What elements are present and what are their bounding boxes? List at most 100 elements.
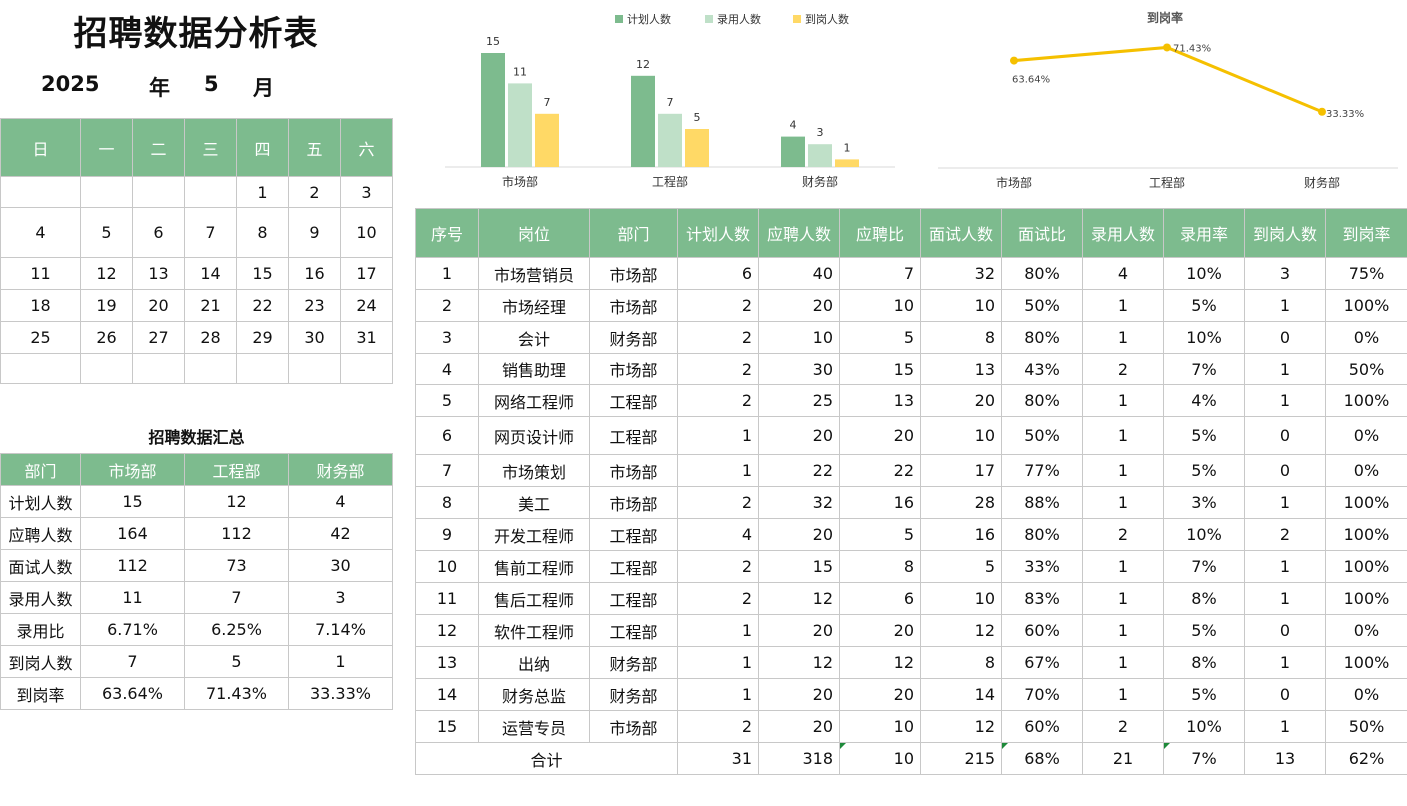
table-cell: 7% — [1163, 353, 1245, 385]
table-cell: 33% — [1001, 550, 1083, 583]
calendar-day: 29 — [236, 321, 289, 354]
weekday-header: 二 — [132, 118, 185, 177]
calendar-week: 25 26 27 28 29 30 31 — [0, 321, 393, 354]
table-cell: 5 — [839, 518, 921, 551]
table-cell: 100% — [1325, 384, 1407, 417]
calendar-day — [288, 353, 341, 384]
bar — [658, 113, 682, 167]
table-cell: 市场部 — [589, 353, 678, 385]
table-cell: 1 — [1082, 678, 1164, 711]
table-cell: 5% — [1163, 454, 1245, 487]
calendar-year-label: 年 — [149, 76, 170, 100]
table-cell: 市场经理 — [478, 289, 590, 322]
table-cell: 10% — [1163, 321, 1245, 354]
table-cell: 5 — [839, 321, 921, 354]
table-row: 3 会计 财务部 2 10 5 8 80% 1 10% 0 0% — [415, 321, 1407, 354]
bar-value-label: 7 — [667, 96, 674, 109]
table-cell: 1 — [677, 678, 759, 711]
summary-header: 财务部 — [288, 453, 393, 486]
table-cell: 17 — [920, 454, 1002, 487]
weekday-header: 三 — [184, 118, 237, 177]
table-cell: 100% — [1325, 646, 1407, 679]
calendar-day: 31 — [340, 321, 393, 354]
bar — [481, 53, 505, 167]
summary-row-label: 录用比 — [0, 613, 81, 646]
total-row: 合计 31 318 10 215 68% 21 7% 13 62% — [415, 742, 1407, 775]
table-cell: 100% — [1325, 289, 1407, 322]
calendar-week — [0, 353, 393, 384]
table-cell: 工程部 — [589, 550, 678, 583]
table-row: 6 网页设计师 工程部 1 20 20 10 50% 1 5% 0 0% — [415, 416, 1407, 455]
table-cell: 1 — [1244, 646, 1326, 679]
table-cell: 15 — [758, 550, 840, 583]
table-cell: 5% — [1163, 678, 1245, 711]
table-cell: 1 — [1244, 550, 1326, 583]
calendar-day — [80, 176, 133, 208]
calendar-day: 19 — [80, 289, 133, 322]
calendar-day: 3 — [340, 176, 393, 208]
calendar-day: 18 — [0, 289, 81, 322]
table-cell: 4% — [1163, 384, 1245, 417]
table-cell: 0% — [1325, 321, 1407, 354]
table-cell: 2 — [677, 384, 759, 417]
bar-value-label: 12 — [636, 58, 650, 71]
table-cell: 14 — [415, 678, 479, 711]
table-cell: 出纳 — [478, 646, 590, 679]
table-cell: 10% — [1163, 518, 1245, 551]
legend-swatch — [793, 15, 801, 23]
calendar-day — [236, 353, 289, 384]
weekday-header: 四 — [236, 118, 289, 177]
table-cell: 30 — [758, 353, 840, 385]
table-cell: 1 — [677, 454, 759, 487]
calendar-day: 14 — [184, 257, 237, 290]
table-cell: 工程部 — [589, 384, 678, 417]
summary-title: 招聘数据汇总 — [148, 428, 245, 447]
bar-value-label: 7 — [544, 96, 551, 109]
summary-cell: 3 — [288, 581, 393, 614]
calendar-day: 16 — [288, 257, 341, 290]
summary-row: 面试人数 112 73 30 — [0, 549, 393, 582]
table-cell: 6 — [839, 582, 921, 615]
table-cell: 美工 — [478, 486, 590, 519]
table-cell: 6 — [677, 257, 759, 290]
table-cell: 22 — [758, 454, 840, 487]
calendar-day: 10 — [340, 207, 393, 258]
calendar-week: 11 12 13 14 15 16 17 — [0, 257, 393, 290]
total-label: 合计 — [415, 742, 678, 775]
line-chart-title: 到岗率 — [1147, 10, 1183, 25]
calendar-table: 日一二三四五六 1 2 3 4 5 6 7 8 9 10 11 12 13 14 15 16 17 18 19 20 2… — [0, 118, 393, 384]
table-cell: 工程部 — [589, 614, 678, 647]
summary-cell: 6.25% — [184, 613, 289, 646]
table-cell: 80% — [1001, 384, 1083, 417]
calendar-day: 2 — [288, 176, 341, 208]
table-cell: 1 — [1082, 454, 1164, 487]
summary-row-label: 面试人数 — [0, 549, 81, 582]
table-cell: 1 — [1244, 353, 1326, 385]
summary-row-label: 录用人数 — [0, 581, 81, 614]
bar — [508, 83, 532, 167]
table-cell: 市场策划 — [478, 454, 590, 487]
summary-cell: 11 — [80, 581, 185, 614]
table-cell: 32 — [920, 257, 1002, 290]
table-cell: 2 — [677, 289, 759, 322]
table-cell: 1 — [1244, 289, 1326, 322]
table-cell: 5% — [1163, 614, 1245, 647]
table-cell: 20 — [839, 678, 921, 711]
column-header: 录用人数 — [1082, 208, 1164, 258]
table-cell: 4 — [1082, 257, 1164, 290]
bar — [781, 136, 805, 167]
summary-row: 录用人数 11 7 3 — [0, 581, 393, 614]
column-header: 计划人数 — [677, 208, 759, 258]
column-header: 序号 — [415, 208, 479, 258]
table-cell: 1 — [1082, 550, 1164, 583]
summary-cell: 71.43% — [184, 677, 289, 710]
bar — [808, 144, 832, 167]
total-cell: 13 — [1244, 742, 1326, 775]
table-cell: 11 — [415, 582, 479, 615]
table-cell: 70% — [1001, 678, 1083, 711]
table-cell: 16 — [920, 518, 1002, 551]
table-cell: 工程部 — [589, 518, 678, 551]
table-cell: 1 — [1244, 710, 1326, 743]
table-cell: 20 — [758, 710, 840, 743]
column-header: 面试比 — [1001, 208, 1083, 258]
